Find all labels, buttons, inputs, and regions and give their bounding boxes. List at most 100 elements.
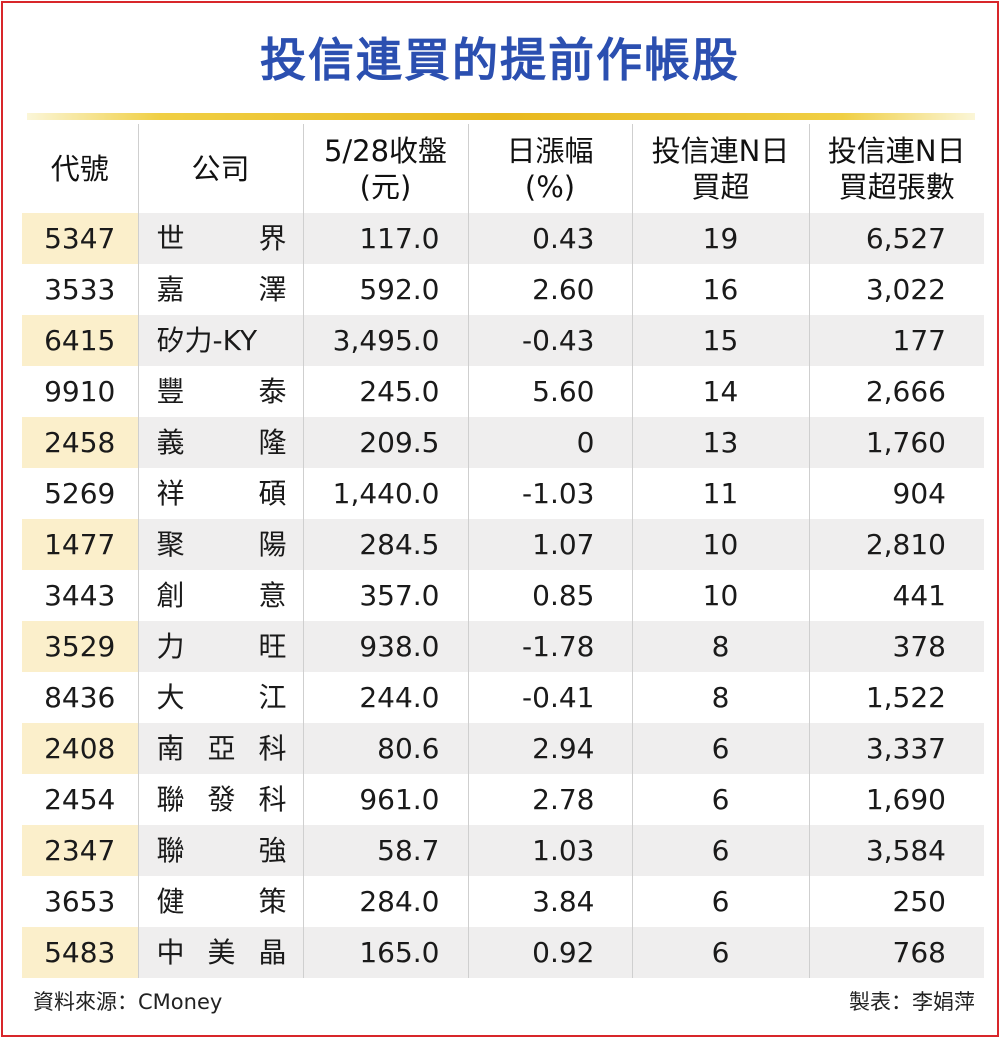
daily-change-cell: 0.92 [467, 927, 632, 978]
company-name-char: 強 [258, 834, 287, 867]
company-name-cell: 創意 [137, 570, 303, 621]
table-row: 6415 矽力-KY 3,495.0 -0.43 15 177 [22, 315, 984, 366]
close-price-cell: 284.5 [302, 519, 468, 570]
stock-code-cell: 3533 [44, 273, 116, 306]
buy-shares-cell: 6,527 [808, 213, 984, 264]
buy-days-cell: 14 [631, 366, 809, 417]
company-name: 祥碩 [157, 468, 287, 519]
company-name-char: 旺 [258, 630, 287, 663]
company-name: 世界 [157, 213, 287, 264]
company-name-cell: 聯發科 [137, 774, 303, 825]
daily-change-cell: 2.94 [467, 723, 632, 774]
buy-shares-cell: 3,022 [808, 264, 984, 315]
company-name-char: 陽 [258, 528, 287, 561]
company-name-char: 界 [258, 222, 287, 255]
company-name: 義隆 [157, 417, 287, 468]
buy-days-cell: 13 [631, 417, 809, 468]
company-name-char: 聯 [156, 834, 185, 867]
source-note: 資料來源：CMoney [33, 990, 223, 1014]
close-price-cell: 357.0 [302, 570, 468, 621]
company-name-cell: 世界 [137, 213, 303, 264]
company-name: 中美晶 [157, 927, 287, 978]
company-name-char: 義 [156, 426, 185, 459]
stock-code-cell: 5347 [22, 213, 138, 264]
company-name-char: 創 [156, 579, 185, 612]
company-name-char: 豐 [156, 375, 185, 408]
daily-change-cell: -1.78 [467, 621, 632, 672]
header-company: 公司 [137, 124, 303, 213]
close-price-cell: 58.7 [302, 825, 468, 876]
company-name-cell: 義隆 [137, 417, 303, 468]
company-name-cell: 矽力-KY [137, 315, 303, 366]
daily-change-cell: 0.85 [467, 570, 632, 621]
daily-change-cell: -0.41 [467, 672, 632, 723]
stock-code-cell: 2347 [22, 825, 138, 876]
buy-days-cell: 8 [631, 672, 809, 723]
daily-change-cell: 2.78 [467, 774, 632, 825]
company-name-char: 力 [156, 630, 185, 663]
buy-shares-cell: 2,666 [808, 366, 984, 417]
table-row: 5483 中美晶 165.0 0.92 6 768 [22, 927, 984, 978]
company-name-cell: 健策 [137, 876, 303, 927]
company-name-char: 中 [156, 936, 185, 969]
buy-days-cell: 8 [631, 621, 809, 672]
company-name: 豐泰 [157, 366, 287, 417]
stock-code-cell: 5269 [44, 477, 116, 510]
company-name-cell: 祥碩 [137, 468, 303, 519]
buy-days-cell: 19 [631, 213, 809, 264]
company-name-char: 發 [207, 783, 236, 816]
company-name-cell: 力旺 [137, 621, 303, 672]
close-price-cell: 284.0 [302, 876, 468, 927]
table-row: 9910 豐泰 245.0 5.60 14 2,666 [22, 366, 984, 417]
buy-days-cell: 10 [631, 570, 809, 621]
company-name-char: 江 [258, 681, 287, 714]
buy-days-cell: 11 [631, 468, 809, 519]
buy-shares-cell: 2,810 [808, 519, 984, 570]
table-row: 2347 聯強 58.7 1.03 6 3,584 [22, 825, 984, 876]
company-name-char: 健 [156, 885, 185, 918]
stock-code-cell: 2458 [22, 417, 138, 468]
company-name: 大江 [157, 672, 287, 723]
stock-code-cell: 3529 [22, 621, 138, 672]
company-name-char: 意 [258, 579, 287, 612]
table-row: 5269 祥碩 1,440.0 -1.03 11 904 [22, 468, 984, 519]
header-code: 代號 [50, 151, 109, 186]
buy-days-cell: 6 [631, 774, 809, 825]
company-name: 聯發科 [157, 774, 287, 825]
header-shares: 投信連N日 買超張數 [808, 124, 984, 213]
table-row: 2454 聯發科 961.0 2.78 6 1,690 [22, 774, 984, 825]
close-price-cell: 165.0 [302, 927, 468, 978]
company-name-cell: 大江 [137, 672, 303, 723]
close-price-cell: 80.6 [302, 723, 468, 774]
close-price-cell: 244.0 [302, 672, 468, 723]
stock-code-cell: 6415 [22, 315, 138, 366]
header-days: 投信連N日 買超 [631, 124, 809, 213]
buy-shares-cell: 1,522 [808, 672, 984, 723]
company-name-char: 矽力-KY [156, 324, 258, 357]
table-row: 2458 義隆 209.5 0 13 1,760 [22, 417, 984, 468]
company-name-char: 聚 [156, 528, 185, 561]
buy-shares-cell: 3,584 [808, 825, 984, 876]
close-price-cell: 209.5 [302, 417, 468, 468]
company-name-char: 晶 [258, 936, 287, 969]
close-price-cell: 117.0 [302, 213, 468, 264]
close-price-cell: 592.0 [302, 264, 468, 315]
company-name-char: 隆 [258, 426, 287, 459]
buy-days-cell: 6 [631, 825, 809, 876]
company-name: 嘉澤 [157, 264, 287, 315]
buy-shares-cell: 904 [808, 468, 984, 519]
company-name-char: 南 [156, 732, 185, 765]
buy-days-cell: 10 [631, 519, 809, 570]
daily-change-cell: 2.60 [467, 264, 632, 315]
buy-shares-cell: 768 [808, 927, 984, 978]
company-name: 力旺 [157, 621, 287, 672]
table-row: 3653 健策 284.0 3.84 6 250 [22, 876, 984, 927]
company-name-char: 祥 [156, 477, 185, 510]
company-name-char: 大 [156, 681, 185, 714]
company-name-cell: 聯強 [137, 825, 303, 876]
close-price-cell: 245.0 [302, 366, 468, 417]
stock-code-cell: 5483 [22, 927, 138, 978]
buy-shares-cell: 177 [808, 315, 984, 366]
stock-table: 代號 公司 5/28收盤 (元) 日漲幅 (%) 投信連N日 買超 投信連N日 買超張數… [22, 124, 984, 978]
